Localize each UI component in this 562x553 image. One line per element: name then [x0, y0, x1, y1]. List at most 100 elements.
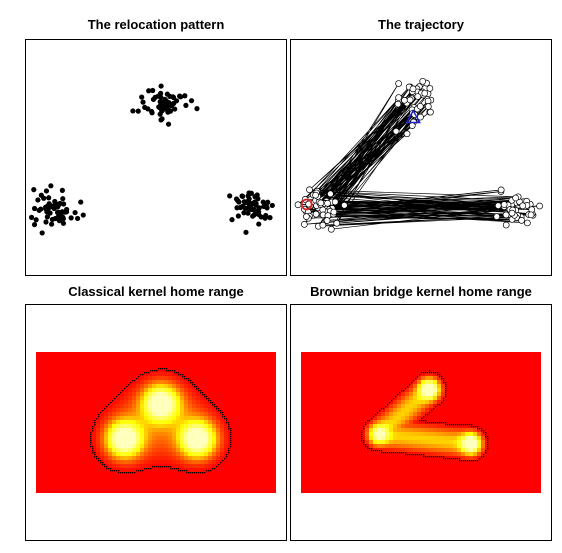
home-range-contour [441, 422, 442, 423]
relocation-point [236, 213, 241, 218]
heatmap-cell [112, 448, 116, 452]
heatmap-cell [156, 396, 160, 400]
home-range-contour [485, 436, 486, 437]
heatmap-cell [96, 420, 100, 424]
heatmap-cell [477, 452, 481, 456]
heatmap-cell [477, 444, 481, 448]
heatmap-cell [124, 416, 128, 420]
heatmap-cell [208, 464, 212, 468]
heatmap-cell [116, 448, 120, 452]
heatmap-cell [176, 448, 180, 452]
heatmap-cell [401, 412, 405, 416]
heatmap-cell [112, 424, 116, 428]
home-range-contour [453, 424, 454, 425]
home-range-contour [487, 446, 488, 447]
heatmap-cell [385, 424, 389, 428]
home-range-contour [226, 422, 227, 423]
heatmap-cell [148, 392, 152, 396]
trajectory-point [498, 187, 504, 193]
relocation-point [56, 203, 61, 208]
heatmap-cell [136, 392, 140, 396]
heatmap-cell [132, 456, 136, 460]
heatmap-cell [116, 456, 120, 460]
home-range-contour [425, 456, 426, 457]
heatmap-cell [405, 428, 409, 432]
heatmap-cell [192, 388, 196, 392]
heatmap-cell [148, 404, 152, 408]
heatmap-cell [164, 376, 168, 380]
heatmap-cell [172, 404, 176, 408]
heatmap-cell [413, 384, 417, 388]
home-range-contour [455, 458, 456, 459]
heatmap-cell [144, 428, 148, 432]
heatmap-cell [128, 464, 132, 468]
heatmap-cell [128, 420, 132, 424]
relocation-point [63, 210, 68, 215]
heatmap-cell [405, 400, 409, 404]
heatmap-cell [152, 428, 156, 432]
home-range-contour [214, 404, 215, 405]
heatmap-cell [116, 408, 120, 412]
trajectory-point [410, 86, 416, 92]
home-range-contour [447, 424, 448, 425]
heatmap-cell [208, 412, 212, 416]
relocation-point [142, 105, 147, 110]
heatmap-cell [212, 448, 216, 452]
home-range-contour [156, 370, 157, 371]
heatmap-cell [128, 428, 132, 432]
heatmap-cell [124, 468, 128, 472]
heatmap-cell [136, 420, 140, 424]
heatmap-cell [208, 440, 212, 444]
heatmap-cell [136, 452, 140, 456]
heatmap-cell [108, 424, 112, 428]
home-range-contour [421, 454, 422, 455]
heatmap-cell [457, 448, 461, 452]
heatmap-cell [180, 444, 184, 448]
heatmap-cell [449, 436, 453, 440]
heatmap-cell [112, 412, 116, 416]
heatmap-cell [224, 428, 228, 432]
heatmap-cell [172, 400, 176, 404]
home-range-contour [210, 402, 211, 403]
heatmap-cell [100, 444, 104, 448]
heatmap-cell [164, 424, 168, 428]
heatmap-cell [152, 372, 156, 376]
heatmap-cell [220, 452, 224, 456]
trajectory-plot [290, 39, 552, 276]
home-range-contour [130, 382, 131, 383]
heatmap-cell [128, 408, 132, 412]
heatmap-cell [176, 412, 180, 416]
home-range-contour [437, 372, 438, 373]
heatmap-cell [100, 456, 104, 460]
heatmap-cell [437, 380, 441, 384]
heatmap-cell [200, 468, 204, 472]
heatmap-cell [152, 444, 156, 448]
heatmap-cell [401, 408, 405, 412]
home-range-contour [228, 422, 229, 423]
heatmap-cell [192, 456, 196, 460]
heatmap-cell [457, 440, 461, 444]
heatmap-cell [397, 444, 401, 448]
home-range-contour [92, 426, 93, 427]
home-range-contour [375, 450, 376, 451]
heatmap-cell [144, 376, 148, 380]
heatmap-cell [469, 432, 473, 436]
heatmap-cell [192, 436, 196, 440]
heatmap-cell [160, 452, 164, 456]
heatmap-cell [196, 452, 200, 456]
heatmap-cell [108, 452, 112, 456]
home-range-contour [457, 424, 458, 425]
classical-kernel-svg [26, 305, 286, 540]
heatmap-cell [160, 428, 164, 432]
heatmap-cell [156, 376, 160, 380]
heatmap-cell [124, 436, 128, 440]
home-range-contour [487, 436, 488, 437]
home-range-contour [174, 370, 175, 371]
home-range-contour [481, 456, 482, 457]
heatmap-cell [152, 392, 156, 396]
heatmap-cell [184, 396, 188, 400]
heatmap-cell [401, 428, 405, 432]
home-range-contour [228, 428, 229, 429]
heatmap-cell [433, 448, 437, 452]
home-range-contour [407, 386, 408, 387]
